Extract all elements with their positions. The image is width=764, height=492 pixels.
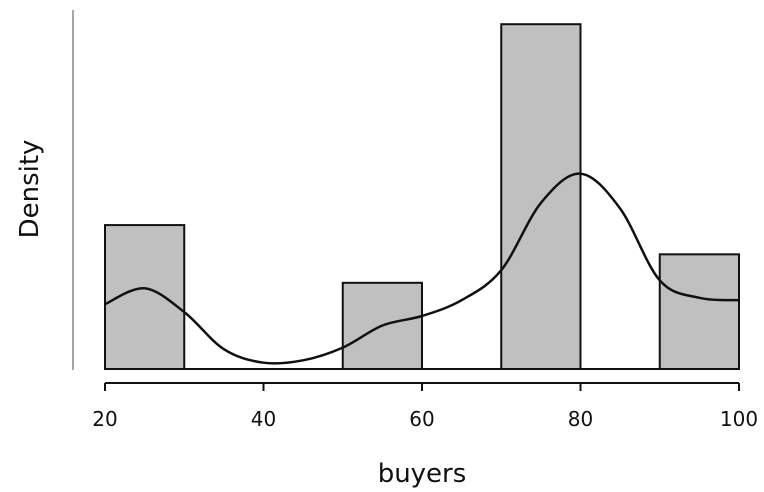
x-tick-label: 80 (568, 407, 593, 431)
x-tick-label: 100 (720, 407, 758, 431)
x-tick-label: 60 (409, 407, 434, 431)
density-curve (104, 172, 740, 365)
x-tick-label: 20 (92, 407, 117, 431)
histogram-bar (658, 253, 740, 370)
x-axis-title: buyers (378, 459, 467, 489)
y-axis-title: Density (15, 140, 45, 239)
x-tick-label: 40 (251, 407, 276, 431)
histogram-bar (500, 23, 582, 370)
x-axis-ticks: 20 40 60 80 100 (92, 383, 758, 431)
